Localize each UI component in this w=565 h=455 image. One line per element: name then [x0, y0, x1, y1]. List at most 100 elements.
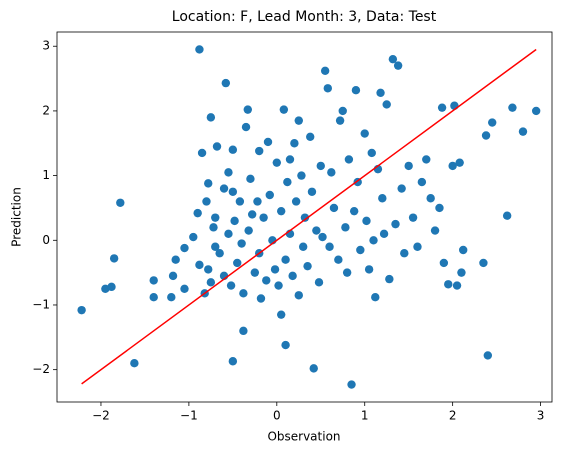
scatter-point	[204, 265, 213, 274]
scatter-point	[224, 168, 233, 177]
scatter-point	[243, 105, 252, 114]
scatter-point	[444, 280, 453, 289]
scatter-point	[379, 229, 389, 239]
scatter-point	[239, 326, 248, 336]
scatter-point	[230, 216, 239, 226]
scatter-point	[259, 213, 268, 222]
x-tick-label: −2	[92, 409, 110, 423]
scatter-point	[283, 177, 292, 187]
scatter-point	[362, 216, 371, 226]
scatter-point	[239, 289, 248, 298]
scatter-point	[435, 203, 444, 213]
scatter-point	[180, 284, 189, 294]
scatter-point	[228, 145, 238, 154]
scatter-point	[149, 276, 158, 285]
scatter-point	[325, 242, 334, 251]
scatter-point	[279, 105, 289, 114]
scatter-point	[270, 265, 280, 274]
scatter-point	[253, 197, 262, 206]
scatter-point	[262, 276, 271, 285]
scatter-point	[294, 291, 303, 300]
y-tick-label: −1	[32, 297, 50, 311]
scatter-point	[189, 232, 198, 242]
scatter-point	[382, 100, 391, 109]
scatter-point	[531, 106, 541, 116]
scatter-point	[408, 213, 418, 222]
scatter-point	[204, 179, 213, 188]
scatter-point	[255, 146, 264, 156]
scatter-point	[290, 139, 299, 148]
scatter-point	[130, 358, 139, 368]
scatter-point	[335, 116, 345, 125]
scatter-point	[320, 66, 330, 76]
scatter-point	[197, 148, 207, 158]
scatter-point	[385, 274, 394, 284]
scatter-point	[206, 113, 216, 122]
scatter-point	[277, 206, 286, 216]
scatter-point	[206, 278, 216, 287]
scatter-point	[316, 161, 325, 171]
scatter-point	[193, 208, 202, 218]
y-axis-label: Prediction	[10, 187, 24, 247]
scatter-point	[281, 340, 290, 350]
scatter-point	[149, 293, 158, 302]
scatter-point	[237, 239, 246, 248]
scatter-point	[116, 198, 125, 207]
scatter-point	[329, 203, 339, 213]
scatter-point	[250, 268, 260, 277]
scatter-point	[221, 78, 231, 88]
scatter-point	[455, 158, 464, 167]
scatter-point	[376, 88, 385, 98]
scatter-point	[307, 187, 317, 196]
scatter-point	[297, 171, 306, 180]
scatter-point	[294, 116, 303, 125]
scatter-point	[458, 245, 468, 255]
y-tick-label: 2	[42, 103, 50, 117]
scatter-point	[342, 268, 352, 277]
scatter-point	[349, 206, 359, 216]
scatter-point	[502, 211, 512, 220]
plot-frame	[56, 31, 553, 403]
scatter-point	[263, 137, 273, 147]
scatter-point	[351, 86, 361, 95]
scatter-point	[241, 122, 251, 132]
scatter-point	[508, 103, 517, 112]
scatter-point	[212, 142, 222, 151]
scatter-point	[312, 226, 321, 235]
scatter-point	[233, 258, 242, 268]
x-tick-label: 2	[449, 409, 457, 423]
scatter-point	[291, 197, 301, 206]
scatter-point	[417, 177, 427, 187]
scatter-point	[371, 293, 380, 302]
scatter-point	[300, 213, 310, 222]
scatter-point	[367, 148, 376, 158]
scatter-point	[77, 305, 86, 315]
scatter-point	[488, 118, 497, 127]
scatter-point	[452, 281, 462, 290]
scatter-point	[265, 190, 274, 200]
scatter-point	[277, 310, 286, 319]
y-tick-label: 0	[42, 233, 50, 247]
x-axis-label: Observation	[267, 430, 340, 444]
scatter-point	[360, 129, 369, 138]
scatter-point	[107, 282, 116, 292]
scatter-point	[341, 223, 350, 232]
scatter-point	[457, 268, 466, 277]
scatter-point	[334, 255, 343, 264]
scatter-point	[195, 260, 204, 270]
x-tick-label: 3	[537, 409, 545, 423]
scatter-point	[393, 61, 403, 70]
scatter-point	[378, 194, 387, 203]
scatter-point	[281, 255, 290, 264]
scatter-point	[323, 84, 332, 93]
scatter-point	[303, 261, 312, 271]
scatter-point	[211, 213, 220, 222]
scatter-point	[327, 168, 336, 177]
scatter-point	[219, 184, 229, 193]
scatter-point	[309, 364, 318, 373]
scatter-point	[481, 131, 491, 140]
scatter-point	[167, 293, 176, 302]
scatter-point	[314, 278, 324, 287]
scatter-point	[318, 232, 327, 242]
